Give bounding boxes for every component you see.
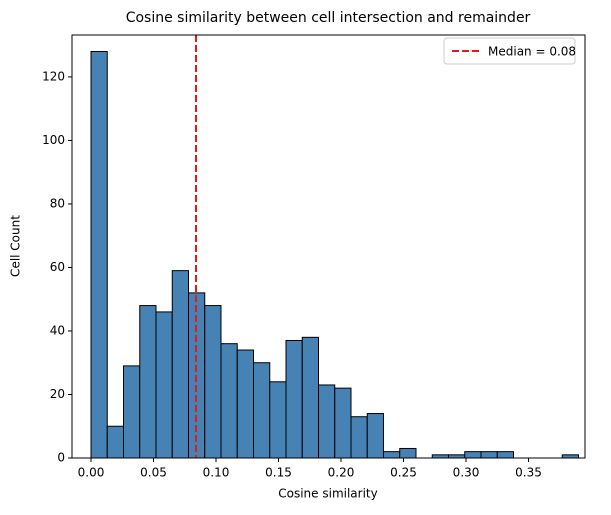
bar: [155, 311, 173, 459]
x-tick-label: 0.35: [515, 466, 542, 480]
bar: [236, 349, 254, 459]
bar: [399, 447, 417, 459]
bar: [204, 305, 222, 459]
bar: [253, 362, 271, 459]
x-tick-label: 0.05: [140, 466, 167, 480]
x-tick-label: 0.20: [328, 466, 355, 480]
bar: [106, 425, 124, 459]
bar: [285, 340, 303, 459]
bar: [383, 451, 401, 459]
bar: [480, 451, 498, 459]
bar: [350, 416, 368, 459]
bar: [334, 387, 352, 459]
legend-label: Median = 0.08: [488, 45, 576, 59]
y-tick-label: 120: [42, 69, 65, 83]
bar: [220, 343, 238, 459]
bar: [171, 270, 189, 459]
y-tick-label: 20: [50, 387, 65, 401]
bar: [90, 51, 108, 459]
x-axis-label: Cosine similarity: [278, 487, 377, 501]
y-tick-label: 100: [42, 133, 65, 147]
bar: [139, 305, 157, 459]
y-tick-label: 80: [50, 196, 65, 210]
x-tick-label: 0.10: [203, 466, 230, 480]
bar: [366, 413, 384, 459]
chart-title: Cosine similarity between cell intersect…: [126, 10, 531, 26]
legend-box: [443, 37, 576, 65]
axes-frame: [71, 34, 586, 459]
bar: [464, 451, 482, 459]
bar: [269, 381, 287, 459]
y-axis-label: Cell Count: [9, 215, 23, 277]
x-tick-label: 0.25: [390, 466, 417, 480]
x-tick-label: 0.00: [78, 466, 105, 480]
bar: [123, 365, 141, 459]
y-tick-label: 40: [50, 323, 65, 337]
y-tick-label: 0: [57, 451, 65, 465]
y-tick-label: 60: [50, 260, 65, 274]
bar: [318, 384, 336, 459]
x-tick-label: 0.15: [265, 466, 292, 480]
x-tick-label: 0.30: [453, 466, 480, 480]
bar: [301, 336, 319, 459]
bar: [496, 451, 514, 459]
